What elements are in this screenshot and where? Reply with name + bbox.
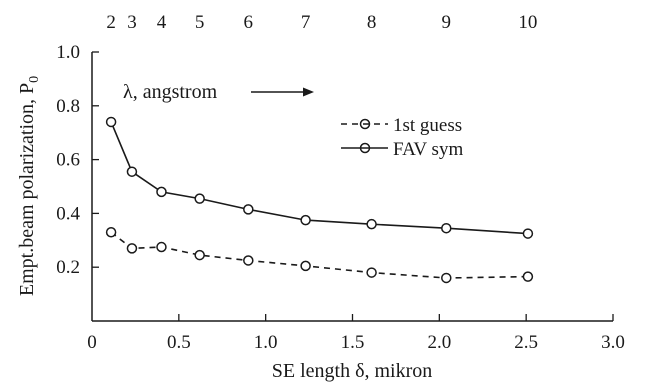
top-axis-tick-label: 10 bbox=[518, 12, 537, 33]
y-tick-label: 0.2 bbox=[56, 257, 80, 278]
data-point-1st-guess bbox=[522, 271, 534, 282]
x-tick-label: 0 bbox=[87, 332, 97, 353]
data-point-fav-sym bbox=[366, 218, 377, 230]
y-tick-label: 0.4 bbox=[56, 203, 80, 224]
y-axis-label: Empt.beam polarization, P0 bbox=[16, 76, 42, 296]
series-line-fav-sym bbox=[110, 121, 528, 235]
legend-label-fav-sym: FAV sym bbox=[393, 139, 463, 160]
data-point-1st-guess bbox=[300, 260, 311, 272]
data-point-fav-sym bbox=[126, 166, 138, 177]
data-point-1st-guess bbox=[126, 243, 138, 254]
x-tick-label: 1.5 bbox=[341, 332, 365, 353]
y-tick-label: 1.0 bbox=[56, 42, 80, 63]
top-axis-tick-label: 5 bbox=[195, 12, 205, 33]
data-point-fav-sym bbox=[300, 214, 311, 226]
data-point-fav-sym bbox=[194, 193, 205, 204]
legend: 1st guess FAV sym bbox=[341, 115, 463, 160]
legend-marker-1st-guess bbox=[359, 118, 371, 130]
top-axis-label: λ, angstrom bbox=[123, 81, 218, 103]
data-point-1st-guess bbox=[194, 249, 205, 261]
x-tick-label: 2.0 bbox=[427, 332, 451, 353]
data-point-fav-sym bbox=[522, 228, 534, 239]
series-line-1st-guess bbox=[110, 231, 528, 279]
x-tick-label: 3.0 bbox=[601, 332, 625, 353]
y-tick-label: 0.8 bbox=[56, 96, 80, 117]
data-point-fav-sym bbox=[156, 186, 167, 198]
top-axis-ticks: 2 3 4 5 6 7 8 9 10 bbox=[106, 12, 537, 33]
x-axis-label: SE length δ, mikron bbox=[272, 360, 433, 382]
data-point-1st-guess bbox=[156, 241, 167, 253]
series-layer bbox=[105, 116, 534, 284]
legend-item-1st-guess: 1st guess bbox=[341, 115, 462, 136]
top-axis-tick-label: 6 bbox=[244, 12, 254, 33]
data-point-fav-sym bbox=[243, 204, 254, 215]
legend-marker-fav-sym bbox=[359, 142, 371, 154]
data-point-fav-sym bbox=[105, 116, 117, 128]
top-axis-tick-label: 2 bbox=[106, 12, 116, 33]
data-point-1st-guess bbox=[441, 272, 452, 284]
arrow-right-icon bbox=[251, 87, 314, 97]
top-axis-tick-label: 3 bbox=[127, 12, 137, 33]
y-axis-label-main: Empt.beam polarization, P bbox=[16, 83, 38, 296]
y-tick-label: 0.6 bbox=[56, 150, 80, 171]
x-tick-label: 2.5 bbox=[514, 332, 538, 353]
x-ticks: 0 0.5 1.0 1.5 2.0 2.5 3.0 bbox=[87, 314, 625, 353]
x-tick-label: 1.0 bbox=[254, 332, 278, 353]
x-tick-label: 0.5 bbox=[167, 332, 191, 353]
top-axis-tick-label: 8 bbox=[367, 12, 377, 33]
data-point-1st-guess bbox=[366, 267, 377, 278]
top-axis-tick-label: 4 bbox=[157, 12, 167, 33]
top-axis-tick-label: 7 bbox=[301, 12, 311, 33]
y-ticks: 0.2 0.4 0.6 0.8 1.0 bbox=[56, 42, 99, 278]
data-point-1st-guess bbox=[243, 255, 254, 266]
y-axis-label-subscript: 0 bbox=[27, 76, 42, 83]
data-point-fav-sym bbox=[441, 222, 452, 234]
top-axis-tick-label: 9 bbox=[442, 12, 452, 33]
data-point-1st-guess bbox=[105, 226, 117, 238]
legend-label-1st-guess: 1st guess bbox=[393, 115, 462, 136]
legend-item-fav-sym: FAV sym bbox=[341, 139, 463, 160]
